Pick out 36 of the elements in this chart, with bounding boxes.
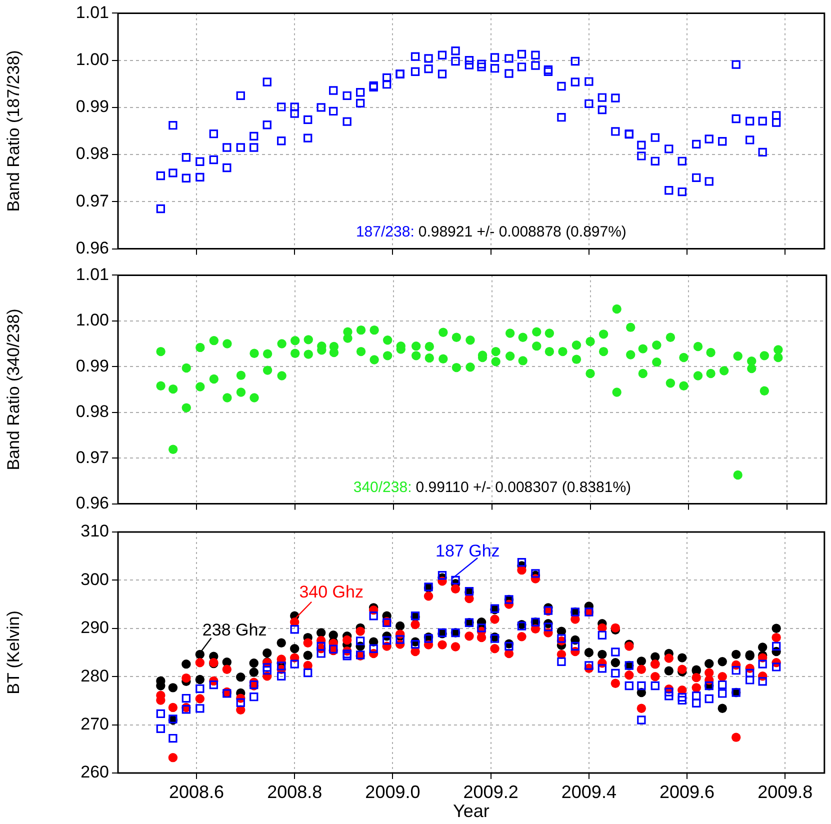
y-tick-label: 0.97 <box>76 448 109 467</box>
y-tick-label: 0.96 <box>76 493 109 512</box>
y-tick-label: 0.96 <box>76 238 109 258</box>
y-tick-label: 0.99 <box>76 356 109 376</box>
y-tick-label: 1.01 <box>76 2 109 22</box>
y-tick-label: 1.00 <box>76 310 109 330</box>
y-tick-label: 0.98 <box>76 402 109 422</box>
y-tick-label: 0.97 <box>76 191 109 210</box>
x-tick-label: 2008.8 <box>267 782 322 802</box>
y-tick-label: 1.00 <box>76 50 109 70</box>
y-axis-title: BT (Kelvin) <box>4 610 23 694</box>
y-tick-label: 0.99 <box>76 97 109 116</box>
x-tick-label: 2009.6 <box>660 782 715 802</box>
y-tick-label: 1.01 <box>76 264 109 284</box>
x-axis-title: Year <box>453 801 490 822</box>
y-axis-title: Band Ratio (340/238) <box>4 308 23 470</box>
series-label: 238 Ghz <box>202 620 267 640</box>
y-tick-label: 260 <box>80 762 109 782</box>
y-axis-title: Band Ratio (187/238) <box>4 50 23 212</box>
annotation: 0.98921 +/- 0.008878 (0.897%) <box>418 223 626 240</box>
x-tick-label: 2008.6 <box>168 782 224 802</box>
text: 340/238: <box>353 478 412 496</box>
y-tick-label: 0.98 <box>76 144 109 164</box>
x-tick-label: 2009.2 <box>463 782 518 802</box>
y-tick-label: 300 <box>80 570 109 589</box>
annotation: 0.99110 +/- 0.008307 (0.8381%) <box>416 478 632 496</box>
text: 187/238: <box>356 223 414 240</box>
y-tick-label: 310 <box>80 522 109 541</box>
series-label: 187 Ghz <box>436 542 500 561</box>
y-tick-label: 280 <box>80 666 109 686</box>
x-tick-label: 2009.8 <box>758 782 813 802</box>
y-tick-label: 290 <box>80 618 109 638</box>
x-tick-label: 2009.0 <box>365 782 420 802</box>
x-tick-label: 2009.4 <box>561 782 616 802</box>
y-tick-label: 270 <box>80 714 109 734</box>
series-label: 340 Ghz <box>299 582 364 602</box>
